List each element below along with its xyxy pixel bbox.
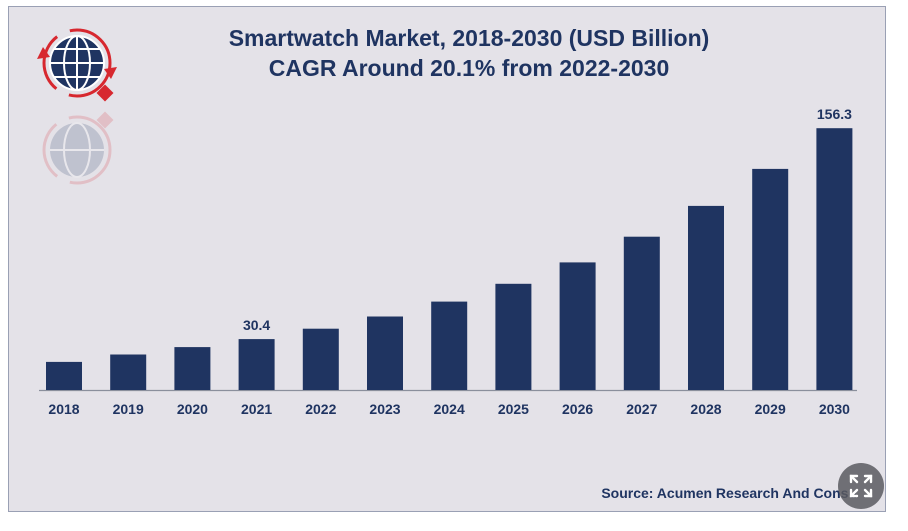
data-label-2030: 156.3 [817,106,852,122]
x-tick-label-2019: 2019 [113,401,144,417]
bar-2026 [559,262,596,390]
source-note: Source: Acumen Research And Consu [601,485,857,501]
bar-2020 [174,347,211,390]
bar-2019 [110,354,147,390]
x-tick-label-2020: 2020 [177,401,208,417]
expand-button[interactable] [838,463,884,509]
x-tick-label-2021: 2021 [241,401,272,417]
x-tick-label-2028: 2028 [690,401,721,417]
bar-2027 [623,236,660,390]
x-tick-label-2024: 2024 [434,401,465,417]
bar-2021 [238,339,275,390]
x-tick-label-2030: 2030 [819,401,850,417]
chart-frame: Smartwatch Market, 2018-2030 (USD Billio… [8,6,886,512]
logo-reflection [42,111,114,185]
x-tick-label-2029: 2029 [755,401,786,417]
logo [37,28,117,185]
bar-chart: 2018 2019 2020 2021 30.4 2022 2023 2024 2025 2026… [39,106,857,417]
x-tick-label-2026: 2026 [562,401,593,417]
bar-2018 [46,361,82,390]
bar-2028 [688,205,724,390]
x-tick-label-2025: 2025 [498,401,529,417]
chart-subtitle: CAGR Around 20.1% from 2022-2030 [268,55,670,81]
x-tick-label-2023: 2023 [369,401,400,417]
bar-2029 [752,168,789,390]
data-label-2021: 30.4 [243,317,270,333]
globe-arrows-icon [37,28,117,102]
x-tick-label-2027: 2027 [626,401,657,417]
chart-title: Smartwatch Market, 2018-2030 (USD Billio… [228,25,710,51]
bar-2024 [431,301,468,390]
bar-2023 [367,316,403,390]
bar-2022 [302,328,339,390]
bar-2030 [816,128,853,390]
x-tick-label-2018: 2018 [48,401,79,417]
x-tick-label-2022: 2022 [305,401,336,417]
bar-2025 [495,283,532,390]
expand-icon [849,474,873,498]
